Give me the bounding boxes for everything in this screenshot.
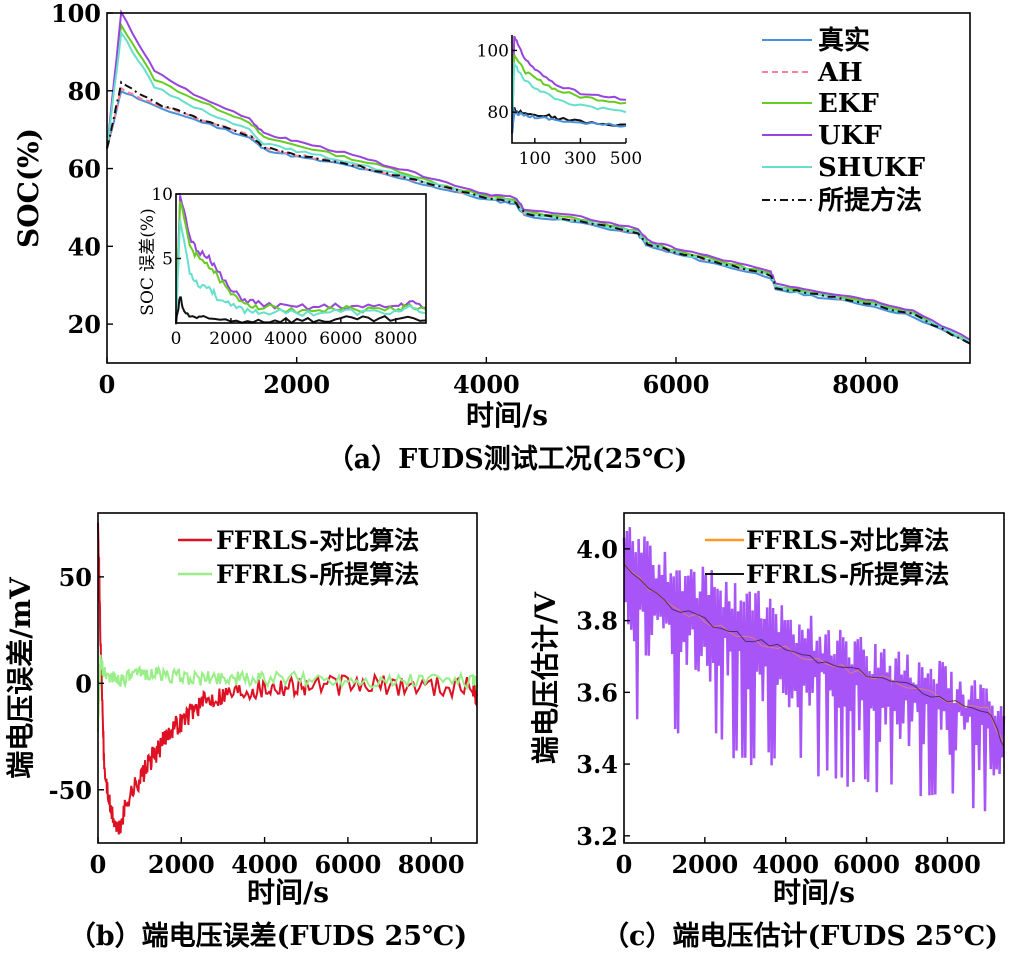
chart-b-caption: （b）端电压误差(FUDS 25℃) <box>69 920 467 952</box>
inset-zoom-xtick-label: 500 <box>610 149 642 169</box>
chart-c-plot-frame <box>623 512 1005 844</box>
chart-c-xtick-label: 0 <box>616 850 633 879</box>
chart-c-series-compare <box>623 564 1005 747</box>
chart-b-series-compare <box>97 522 478 835</box>
chart-a-series-proposed <box>106 80 971 345</box>
chart-a-series-true <box>106 90 971 345</box>
chart-a-xtick-label: 2000 <box>263 370 330 399</box>
chart-a-legend: 真实 AH EKF UKF SHUKF 所提方法 <box>762 25 926 216</box>
chart-b-ytick-label: 50 <box>59 563 92 592</box>
chart-a-xtick-label: 0 <box>99 370 116 399</box>
inset-zoom-series-0 <box>511 35 627 134</box>
chart-c-x-axis-label: 时间/s <box>773 876 855 909</box>
chart-c-xtick-label: 2000 <box>671 850 738 879</box>
inset-zoom-series-2 <box>511 60 627 134</box>
inset-error-ytick-label: 10 <box>151 185 173 205</box>
chart-b-legend: FFRLS-对比算法 FFRLS-所提算法 <box>178 526 419 589</box>
chart-a-ytick-label: 80 <box>68 77 101 106</box>
chart-a-ytick-label: 40 <box>68 232 101 261</box>
chart-c-y-axis-label: 端电压估计/V <box>529 591 562 764</box>
chart-a-caption: （a）FUDS测试工况(25℃) <box>327 444 688 475</box>
chart-a-inset-zoom: 100 300 500 80 100 <box>477 35 642 169</box>
inset-error-y-label: SOC 误差(%) <box>138 208 158 315</box>
inset-zoom-ytick-label: 80 <box>487 103 509 123</box>
chart-c-series-proposed <box>623 563 1005 747</box>
chart-c-ytick-label: 4.0 <box>576 535 618 564</box>
chart-a-ytick-label: 60 <box>68 155 101 184</box>
chart-b-xtick-label: 4000 <box>231 850 298 879</box>
inset-error-series-1 <box>175 201 427 325</box>
chart-b-xtick-label: 0 <box>90 850 107 879</box>
inset-error-xtick-label: 0 <box>171 329 182 349</box>
chart-b-xtick-label: 2000 <box>148 850 215 879</box>
inset-error-series-3 <box>175 296 427 325</box>
legend-label-ukf: UKF <box>818 121 882 151</box>
chart-a-y-axis-label: SOC(%) <box>12 128 45 248</box>
chart-a-inset-error: 0 2000 4000 6000 8000 5 10 SOC 误差(%) <box>138 185 427 349</box>
chart-c-xtick-label: 8000 <box>914 850 981 879</box>
legend-label-true: 真实 <box>818 25 870 56</box>
inset-error-xtick-label: 4000 <box>264 329 307 349</box>
chart-a-series-group <box>106 9 971 345</box>
inset-error-ytick-label: 5 <box>162 250 173 270</box>
chart-b-x-axis-label: 时间/s <box>247 876 329 909</box>
inset-zoom-xtick-label: 100 <box>519 149 551 169</box>
inset-zoom-series-1 <box>511 54 627 134</box>
chart-c-ytick-label: 3.8 <box>576 607 618 636</box>
chart-a-xtick-label: 4000 <box>453 370 520 399</box>
inset-zoom-ytick-label: 100 <box>477 41 509 61</box>
chart-b-xtick-label: 6000 <box>314 850 381 879</box>
inset-error-series-0 <box>175 195 427 325</box>
inset-error-xtick-label: 8000 <box>374 329 417 349</box>
chart-a-plot-frame <box>106 12 971 364</box>
legend-label-proposed: 所提方法 <box>818 185 922 216</box>
inset-zoom-xtick-label: 300 <box>564 149 596 169</box>
chart-c-xtick-label: 4000 <box>752 850 819 879</box>
chart-c-legend: FFRLS-对比算法 FFRLS-所提算法 <box>705 526 949 589</box>
inset-zoom-axes <box>511 35 626 144</box>
chart-b-voltage-error: 0 2000 4000 6000 8000 -50 0 50 时间/s 端电压误差/mV （b… <box>4 512 478 952</box>
chart-a-x-axis-label: 时间/s <box>466 399 548 432</box>
chart-a-series-ukf <box>106 9 971 341</box>
legend-c-label-compare: FFRLS-对比算法 <box>746 526 949 555</box>
legend-label-ekf: EKF <box>818 89 879 119</box>
chart-c-ytick-label: 3.4 <box>576 750 618 779</box>
chart-a-xtick-label: 6000 <box>643 370 710 399</box>
chart-a-xtick-label: 8000 <box>832 370 899 399</box>
legend-b-label-compare: FFRLS-对比算法 <box>216 526 419 555</box>
chart-c-caption: （c）端电压估计(FUDS 25℃) <box>602 921 998 952</box>
legend-label-shukf: SHUKF <box>818 153 926 183</box>
chart-c-ytick-label: 3.2 <box>576 822 618 851</box>
inset-error-series-2 <box>175 220 426 325</box>
legend-label-ah: AH <box>817 58 863 88</box>
chart-c-xtick-label: 6000 <box>833 850 900 879</box>
chart-b-ytick-label: -50 <box>49 776 92 805</box>
chart-b-plot-frame <box>97 512 478 844</box>
chart-b-series-proposed <box>97 654 478 733</box>
legend-c-label-proposed: FFRLS-所提算法 <box>746 560 949 589</box>
chart-a-series-shukf <box>106 30 971 343</box>
chart-b-xtick-label: 8000 <box>398 850 465 879</box>
chart-c-ytick-label: 3.6 <box>576 678 618 707</box>
inset-error-bg <box>176 194 426 323</box>
chart-b-ytick-label: 0 <box>75 669 92 698</box>
inset-error-xtick-label: 2000 <box>209 329 252 349</box>
chart-c-voltage-estimate: 0 2000 4000 6000 8000 3.2 3.4 3.6 3.8 4.0 时间/s 端电… <box>529 512 1006 952</box>
inset-error-xtick-label: 6000 <box>319 329 362 349</box>
legend-b-label-proposed: FFRLS-所提算法 <box>216 560 419 589</box>
chart-b-y-axis-label: 端电压误差/mV <box>4 576 37 779</box>
chart-a-ytick-label: 100 <box>51 0 101 28</box>
chart-c-band <box>622 527 1006 812</box>
chart-a-ytick-label: 20 <box>68 310 101 339</box>
